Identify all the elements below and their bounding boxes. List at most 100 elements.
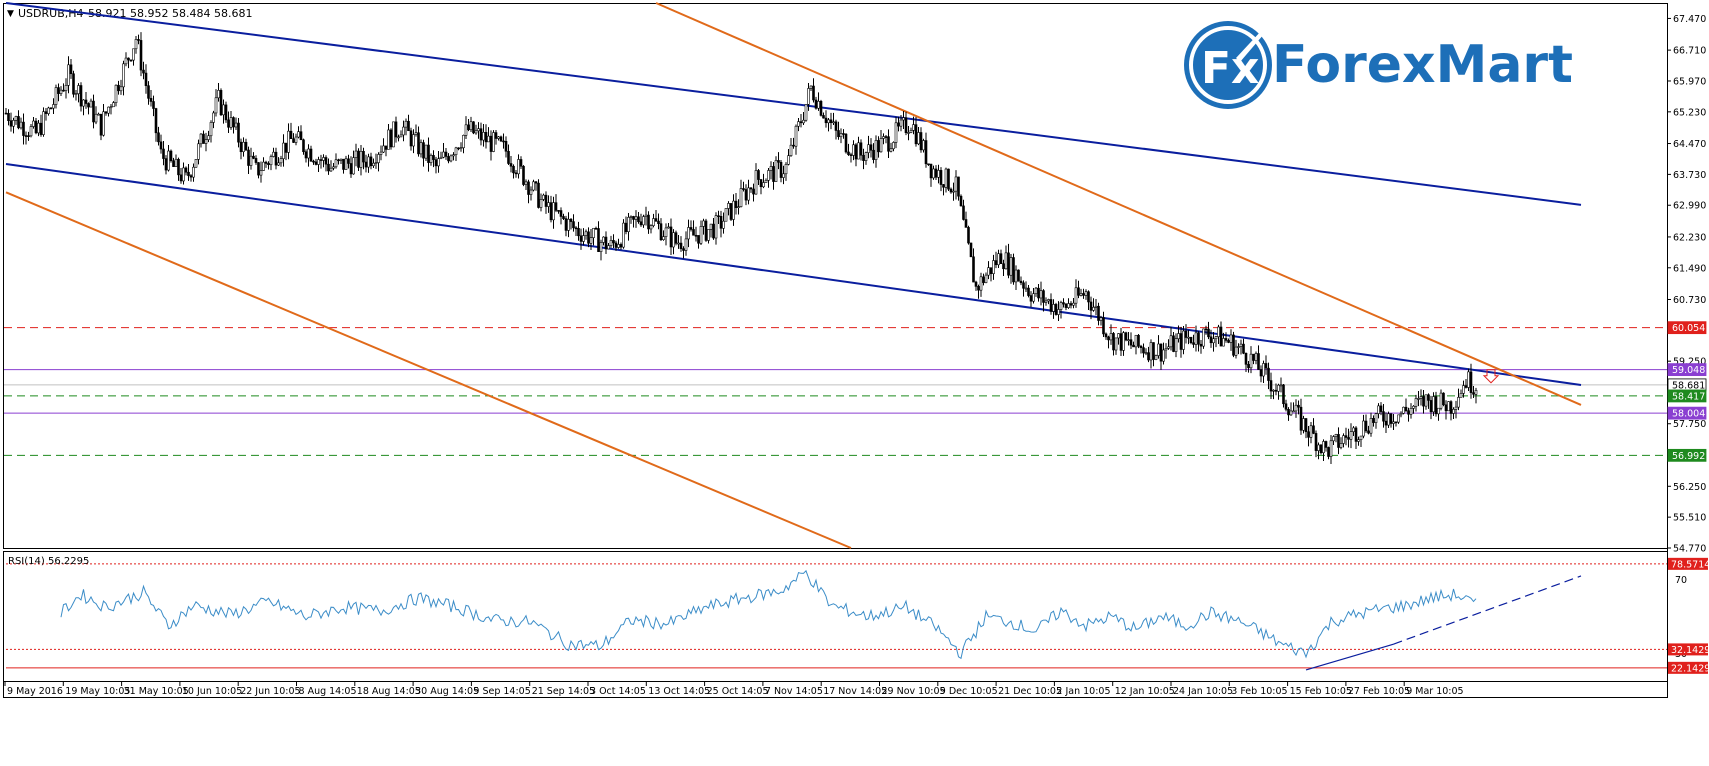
trend-line[interactable] <box>5 191 852 549</box>
trend-line[interactable] <box>5 2 1582 206</box>
candle <box>854 143 858 167</box>
candle <box>934 165 938 181</box>
candle <box>329 160 333 172</box>
logo-mark-text: Fx <box>1201 43 1259 94</box>
candle <box>894 116 898 149</box>
time-tick-label: 24 Jan 10:05 <box>1173 686 1233 697</box>
candle <box>632 215 635 228</box>
candle <box>509 156 513 173</box>
candle <box>684 231 688 256</box>
candle <box>1399 411 1403 418</box>
time-tick-label: 31 May 10:05 <box>124 686 189 697</box>
candle <box>802 112 805 126</box>
candle <box>989 267 993 282</box>
candle <box>769 161 773 180</box>
candle <box>869 138 873 158</box>
candle <box>24 131 28 145</box>
candle <box>262 157 265 172</box>
candle <box>1407 407 1410 422</box>
candle <box>187 164 190 181</box>
rsi-trend-line[interactable] <box>1393 575 1582 645</box>
candle <box>27 131 30 141</box>
candle <box>1104 332 1108 340</box>
candle <box>154 107 158 142</box>
svg-text:56.992: 56.992 <box>1672 451 1705 462</box>
candle <box>832 112 835 125</box>
candle <box>637 211 640 224</box>
candle <box>1269 372 1273 399</box>
candle <box>469 116 473 133</box>
candle <box>554 194 558 213</box>
candle <box>959 194 963 207</box>
candle <box>562 213 565 221</box>
trend-line[interactable] <box>655 2 1582 406</box>
candle <box>1087 290 1090 311</box>
candle <box>347 154 350 169</box>
rsi-badge: 32.1429 <box>1668 643 1709 656</box>
candle <box>57 83 60 102</box>
candle <box>444 147 448 160</box>
candle <box>1419 389 1423 406</box>
trend-line[interactable] <box>5 162 1582 386</box>
candle <box>499 135 503 143</box>
candle <box>909 127 913 134</box>
candle <box>1304 418 1308 439</box>
candle <box>1059 300 1063 319</box>
candle <box>1257 345 1260 370</box>
candle <box>744 184 748 206</box>
candle <box>1377 403 1380 419</box>
candle <box>1127 331 1130 346</box>
candle <box>279 155 283 167</box>
candle <box>504 136 508 158</box>
candle <box>1314 430 1318 458</box>
candlesticks <box>4 32 1500 465</box>
symbol-dropdown-icon[interactable]: ▼ <box>7 9 14 19</box>
price-tick-label: 63.730 <box>1673 170 1706 181</box>
candle <box>1117 333 1120 345</box>
candle <box>1192 334 1195 348</box>
candle <box>369 152 373 170</box>
candle <box>1167 339 1170 350</box>
main-chart-frame[interactable] <box>3 3 1668 549</box>
time-tick-label: 9 May 2016 <box>7 686 63 697</box>
candle <box>324 155 328 172</box>
logo-arrow-icon <box>1236 24 1270 62</box>
rsi-trend-line[interactable] <box>1305 643 1394 671</box>
candle <box>217 82 220 102</box>
candle <box>824 110 828 128</box>
candle <box>1439 389 1443 411</box>
candle <box>219 88 223 117</box>
candle <box>49 107 53 110</box>
candle <box>742 181 745 192</box>
candle <box>519 156 523 169</box>
candle <box>207 130 210 143</box>
candle <box>212 110 215 129</box>
candle <box>112 101 115 108</box>
candle <box>1394 421 1398 427</box>
svg-text:59.048: 59.048 <box>1672 365 1705 376</box>
candle <box>29 123 33 138</box>
candle <box>1422 390 1425 414</box>
candle <box>87 102 90 115</box>
candle <box>772 162 775 190</box>
candle <box>752 183 755 202</box>
candle <box>144 64 148 94</box>
candle <box>522 165 525 187</box>
rsi-panel-frame[interactable] <box>3 551 1668 682</box>
price-badge: 56.992 <box>1667 448 1707 462</box>
candle <box>1459 389 1463 398</box>
candle <box>277 157 280 167</box>
candle <box>1447 401 1450 412</box>
candle <box>1147 346 1150 363</box>
candle <box>1427 393 1430 409</box>
candle <box>457 147 460 151</box>
candle <box>1349 423 1353 449</box>
candle <box>507 144 510 165</box>
candle <box>194 159 198 168</box>
candle <box>107 106 110 117</box>
candle <box>647 211 650 234</box>
candle <box>1317 442 1320 460</box>
candle <box>612 234 615 248</box>
